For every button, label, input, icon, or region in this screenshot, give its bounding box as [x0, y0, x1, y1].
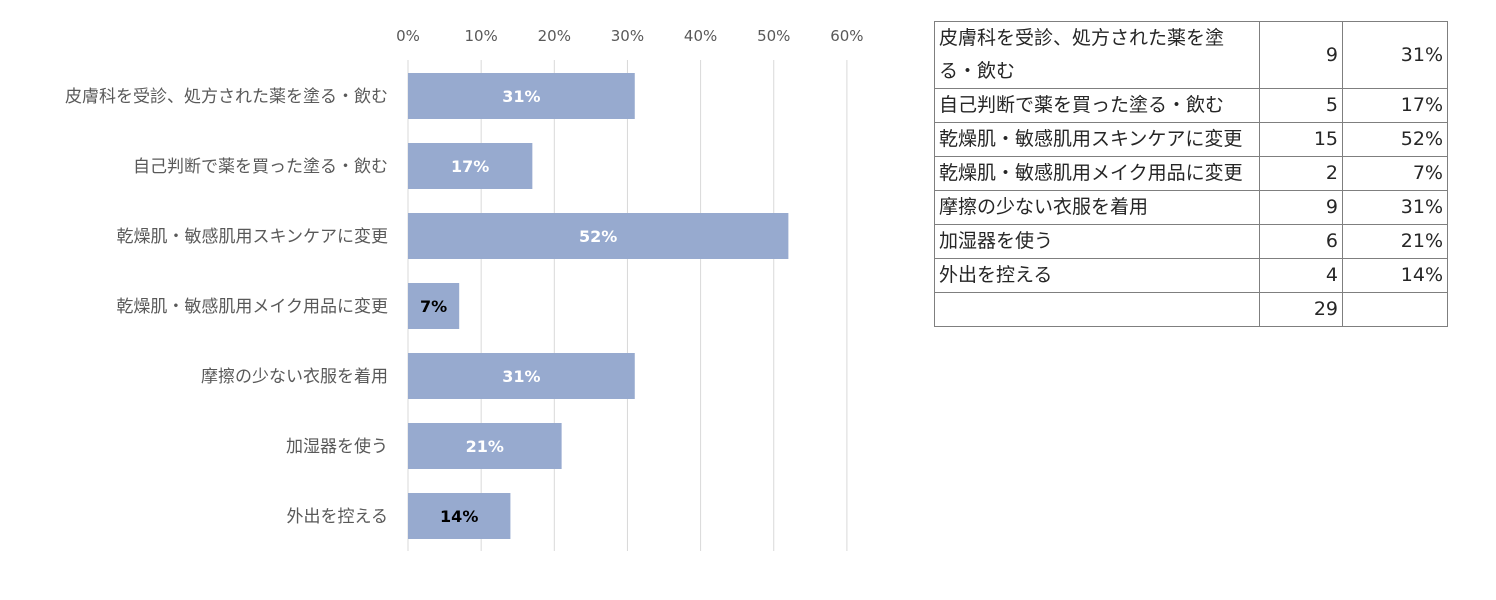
- table-cell-percent: 7%: [1342, 156, 1448, 191]
- x-tick-label: 10%: [464, 27, 497, 45]
- table-total-row: 29: [934, 292, 1448, 327]
- data-label: 7%: [420, 297, 447, 316]
- table-cell-label: [934, 292, 1260, 327]
- category-labels: 皮膚科を受診、処方された薬を塗る・飲む自己判断で薬を買った塗る・飲む乾燥肌・敏感…: [65, 86, 388, 527]
- x-axis-ticks: 0% 10% 20% 30% 40% 50% 60%: [396, 27, 863, 45]
- table-row: 乾燥肌・敏感肌用メイク用品に変更 2 7%: [934, 156, 1448, 191]
- table-cell-count: 4: [1259, 258, 1343, 293]
- data-labels: 31% 17% 52% 7% 31% 21% 14%: [420, 87, 617, 526]
- bar: [408, 353, 635, 399]
- table-row: 乾燥肌・敏感肌用スキンケアに変更 15 52%: [934, 122, 1448, 157]
- table-cell-count: 29: [1259, 292, 1343, 327]
- table-cell-count: 15: [1259, 122, 1343, 157]
- data-label: 17%: [451, 157, 489, 176]
- table-cell-count: 2: [1259, 156, 1343, 191]
- data-label: 31%: [502, 367, 540, 386]
- x-tick-label: 50%: [757, 27, 790, 45]
- data-label: 14%: [440, 507, 478, 526]
- table-cell-count: 9: [1259, 190, 1343, 225]
- table-cell-label: 皮膚科を受診、処方された薬を塗る・飲む: [934, 21, 1260, 89]
- table-cell-label: 外出を控える: [934, 258, 1260, 293]
- table-cell-count: 9: [1259, 21, 1343, 89]
- bar-chart: 0% 10% 20% 30% 40% 50% 60% 皮膚科を受診、処方された薬を塗る・飲む…: [65, 27, 864, 551]
- bar: [408, 493, 511, 539]
- category-label: 自己判断で薬を買った塗る・飲む: [133, 156, 388, 177]
- table-cell-label: 摩擦の少ない衣服を着用: [934, 190, 1260, 225]
- table-cell-percent: [1342, 292, 1448, 327]
- bar: [408, 73, 635, 119]
- category-label: 乾燥肌・敏感肌用メイク用品に変更: [116, 297, 388, 317]
- category-label: 摩擦の少ない衣服を着用: [201, 367, 388, 387]
- x-tick-label: 0%: [396, 27, 420, 45]
- table-cell-count: 5: [1259, 88, 1343, 123]
- table-cell-count: 6: [1259, 224, 1343, 259]
- table-cell-label: 自己判断で薬を買った塗る・飲む: [934, 88, 1260, 123]
- data-table: 皮膚科を受診、処方された薬を塗る・飲む 9 31% 自己判断で薬を買った塗る・飲む 5 1…: [934, 21, 1448, 327]
- x-tick-label: 20%: [538, 27, 571, 45]
- data-label: 52%: [579, 227, 617, 246]
- table-row: 皮膚科を受診、処方された薬を塗る・飲む 9 31%: [934, 21, 1448, 89]
- data-label: 31%: [502, 87, 540, 106]
- table-cell-percent: 52%: [1342, 122, 1448, 157]
- table-cell-label: 乾燥肌・敏感肌用スキンケアに変更: [934, 122, 1260, 157]
- data-label: 21%: [466, 437, 504, 456]
- bars: [408, 73, 789, 539]
- table-row: 自己判断で薬を買った塗る・飲む 5 17%: [934, 88, 1448, 123]
- category-label: 加湿器を使う: [286, 436, 388, 457]
- table-row: 摩擦の少ない衣服を着用 9 31%: [934, 190, 1448, 225]
- x-tick-label: 30%: [611, 27, 644, 45]
- table-cell-percent: 14%: [1342, 258, 1448, 293]
- table-row: 加湿器を使う 6 21%: [934, 224, 1448, 259]
- bar: [408, 423, 562, 469]
- gridlines: [407, 60, 848, 551]
- table-row: 外出を控える 4 14%: [934, 258, 1448, 293]
- table-cell-percent: 31%: [1342, 190, 1448, 225]
- table-cell-label: 乾燥肌・敏感肌用メイク用品に変更: [934, 156, 1260, 191]
- table-cell-percent: 21%: [1342, 224, 1448, 259]
- table-cell-label: 加湿器を使う: [934, 224, 1260, 259]
- category-label: 乾燥肌・敏感肌用スキンケアに変更: [117, 227, 389, 247]
- category-label: 外出を控える: [287, 507, 389, 527]
- bar: [408, 213, 789, 259]
- table-cell-percent: 17%: [1342, 88, 1448, 123]
- x-tick-label: 60%: [830, 27, 863, 45]
- bar: [408, 283, 460, 329]
- table-cell-percent: 31%: [1342, 21, 1448, 89]
- x-tick-label: 40%: [684, 27, 717, 45]
- category-label: 皮膚科を受診、処方された薬を塗る・飲む: [65, 86, 388, 107]
- bar: [408, 143, 533, 189]
